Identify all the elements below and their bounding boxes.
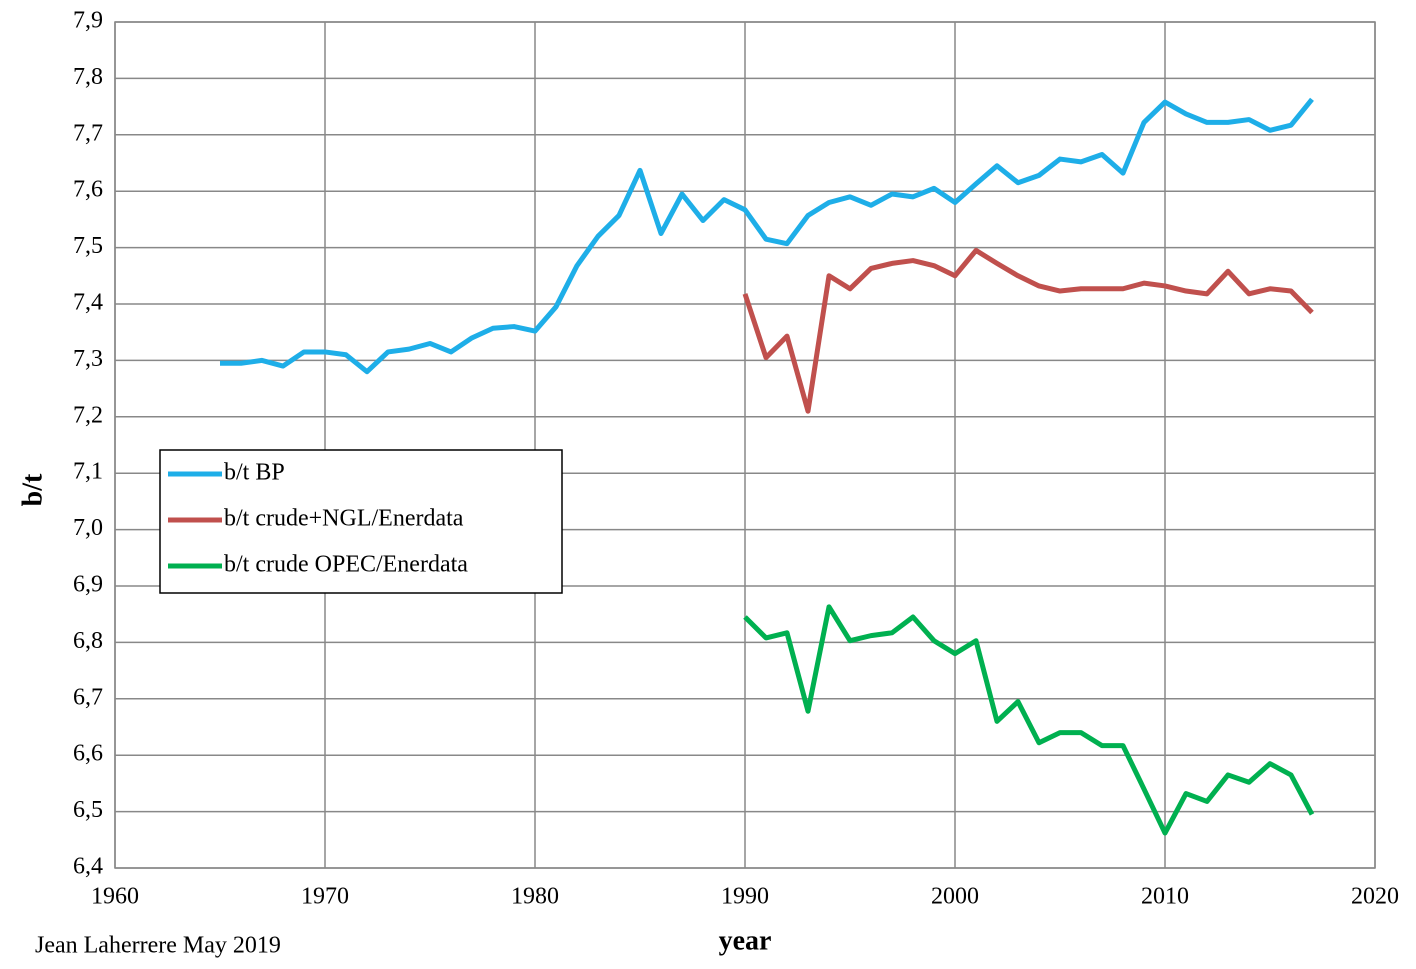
y-tick-label: 7,4	[73, 290, 103, 316]
x-tick-label: 2020	[1351, 884, 1399, 910]
legend-box	[159, 449, 563, 594]
legend-label: b/t BP	[224, 460, 285, 486]
x-axis-label: year	[719, 925, 772, 956]
x-tick-label: 2010	[1141, 884, 1189, 910]
y-tick-label: 7,9	[73, 8, 103, 34]
y-tick-label: 6,5	[73, 797, 103, 823]
x-tick-label: 1970	[301, 884, 349, 910]
series-line	[743, 604, 1315, 836]
series-line	[220, 97, 1314, 375]
y-tick-label: 7,3	[73, 346, 103, 372]
legend-label: b/t crude+NGL/Enerdata	[224, 506, 464, 532]
y-tick-label: 7,8	[73, 64, 103, 90]
x-tick-label: 1960	[91, 884, 139, 910]
y-tick-label: 6,7	[73, 684, 103, 710]
y-tick-label: 7,6	[73, 177, 103, 203]
x-tick-label: 1990	[721, 884, 769, 910]
x-tick-label: 1980	[511, 884, 559, 910]
y-tick-label: 7,2	[73, 402, 103, 428]
annotation: Jean Laherrere May 2019	[35, 933, 281, 959]
plot-border	[114, 21, 1376, 869]
y-tick-label: 6,9	[73, 572, 103, 598]
series-line	[742, 247, 1314, 414]
y-tick-label: 6,6	[73, 741, 103, 767]
y-tick-label: 7,5	[73, 233, 103, 259]
y-tick-label: 7,7	[73, 120, 103, 146]
y-tick-label: 7,0	[73, 515, 103, 541]
y-tick-label: 7,1	[73, 459, 103, 485]
y-tick-label: 6,4	[73, 854, 103, 880]
y-tick-label: 6,8	[73, 628, 103, 654]
legend: b/t BP b/t crude+NGL/Enerdata b/t crude OP…	[159, 449, 563, 594]
y-axis-label: b/t	[17, 473, 48, 506]
legend-label: b/t crude OPEC/Enerdata	[224, 552, 468, 578]
x-tick-label: 2000	[931, 884, 979, 910]
